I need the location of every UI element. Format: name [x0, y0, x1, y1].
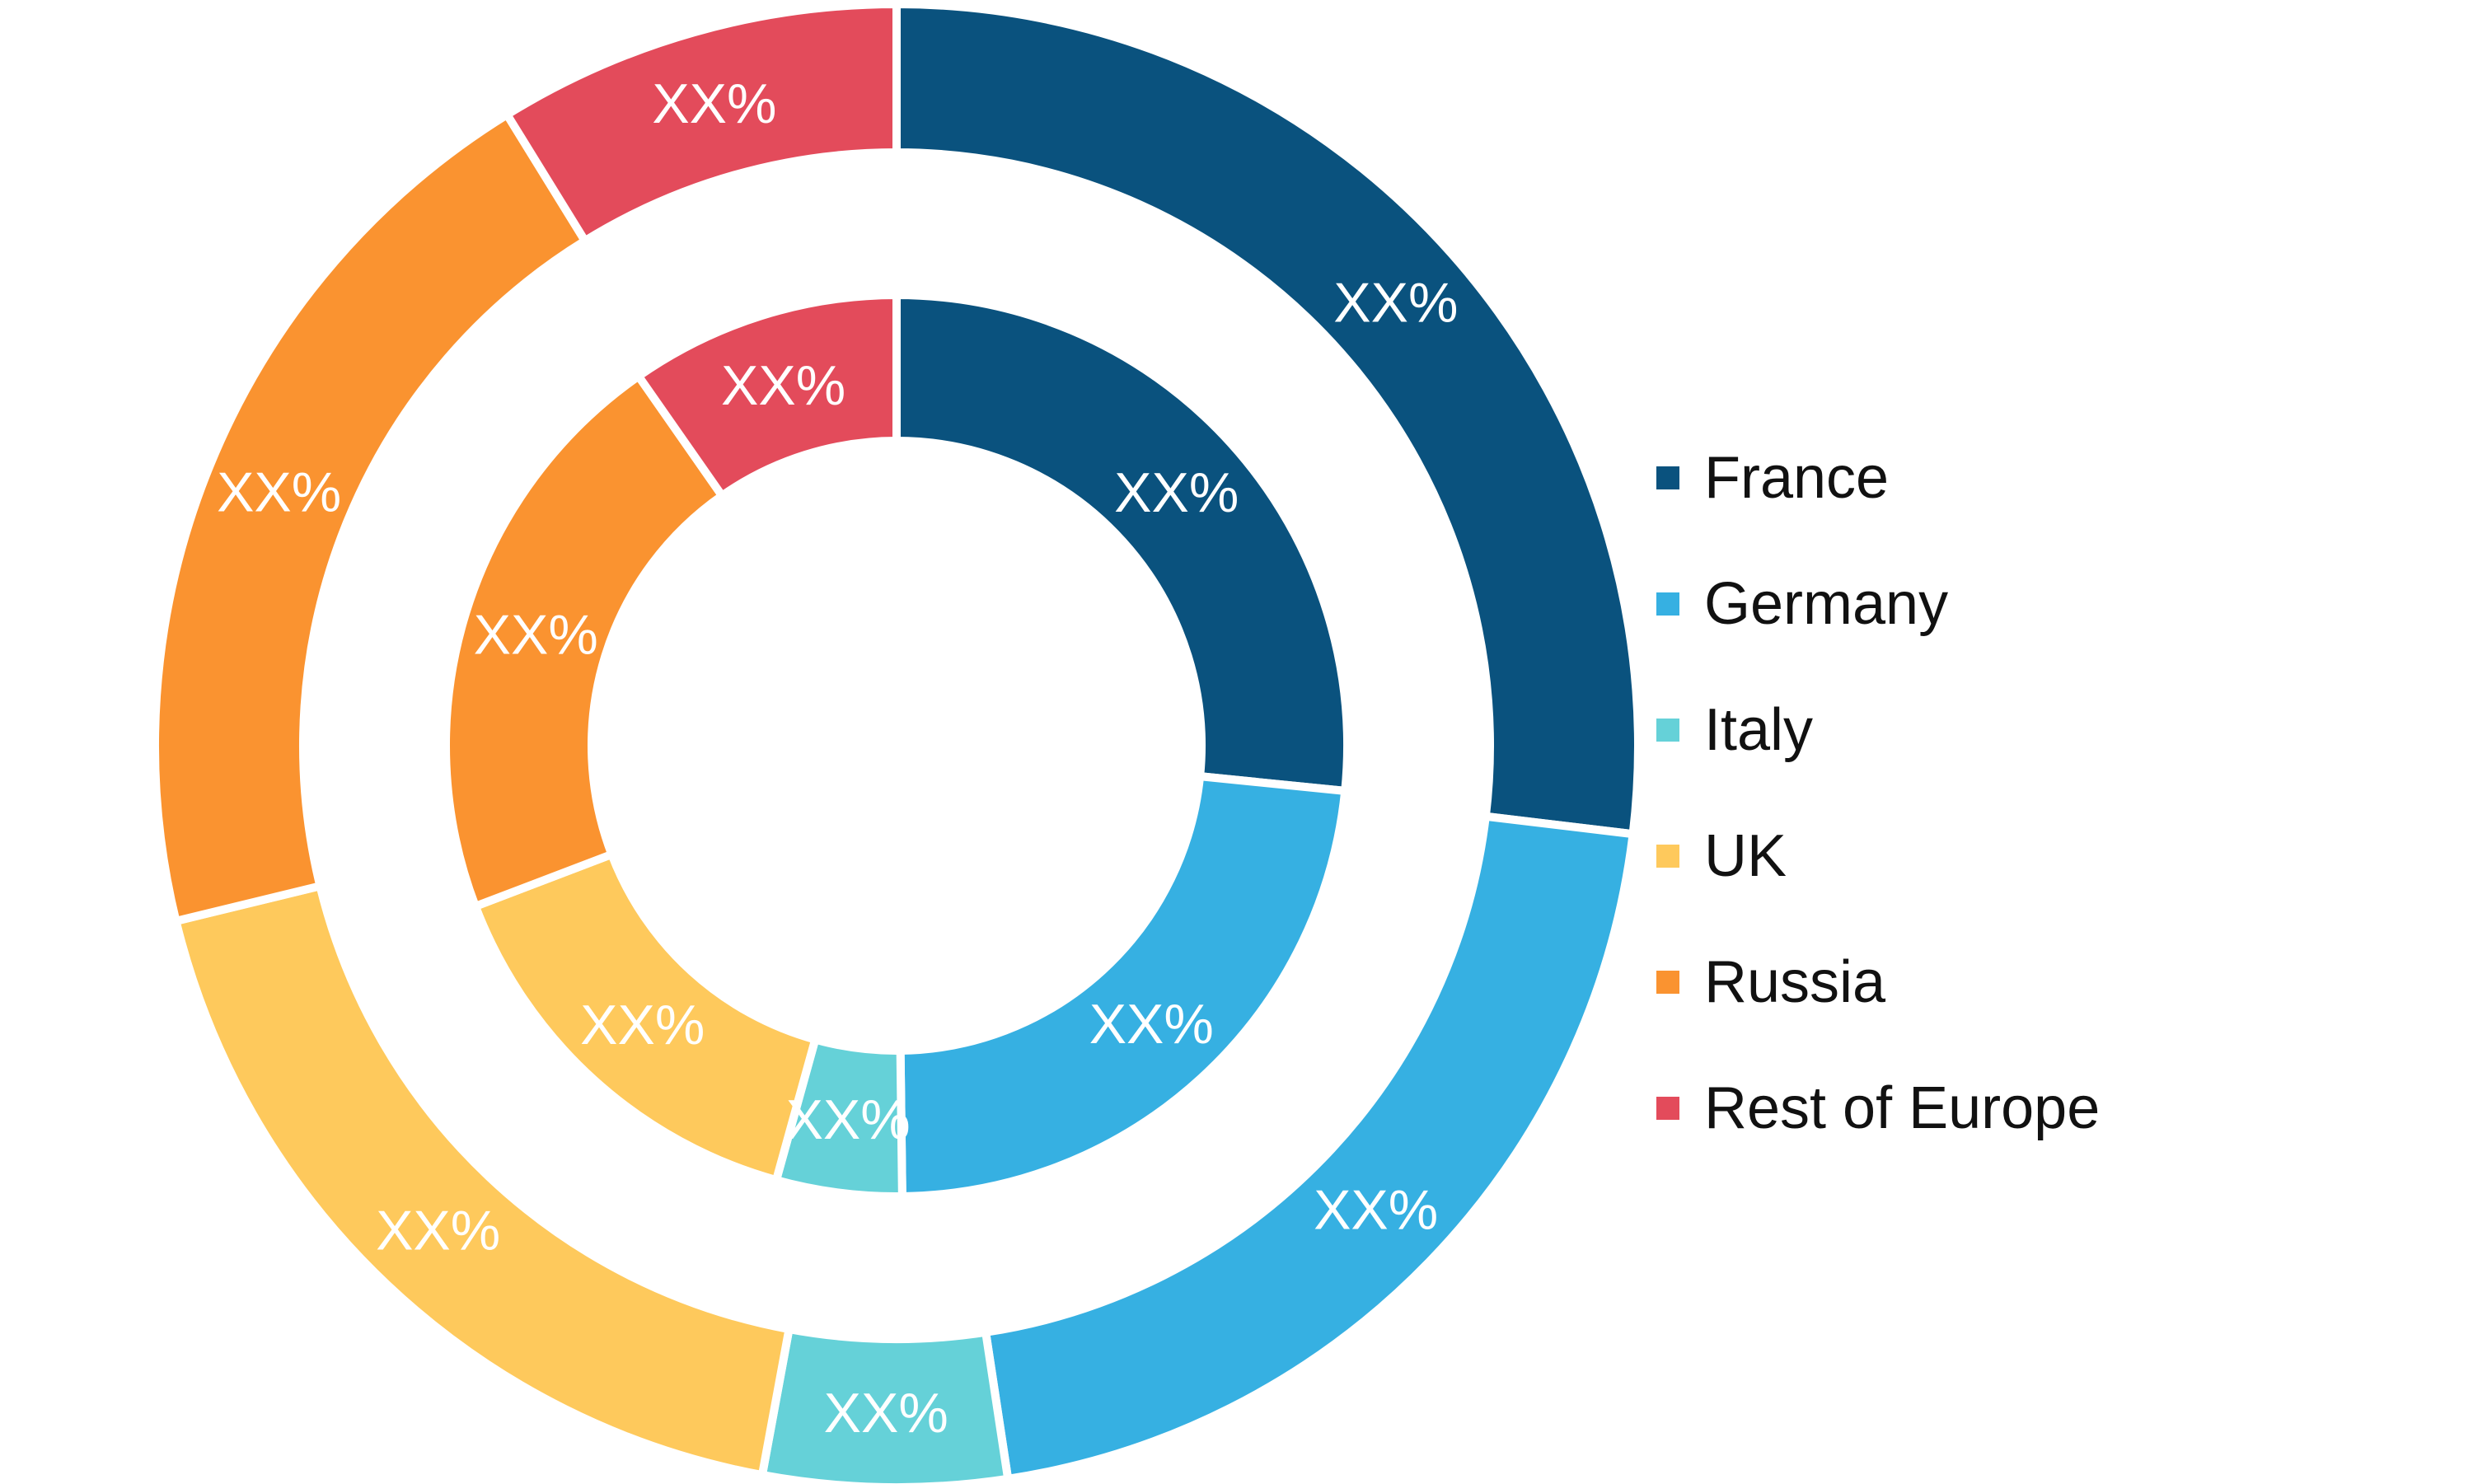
legend-item-rest-of-europe: Rest of Europe — [1656, 1067, 2100, 1149]
inner-label-rest-of-europe: XX% — [721, 354, 845, 417]
outer-label-russia: XX% — [217, 461, 341, 523]
legend-label-russia: Russia — [1704, 949, 1886, 1015]
legend-swatch-germany — [1656, 592, 1679, 616]
inner-label-uk: XX% — [580, 994, 705, 1056]
outer-label-germany: XX% — [1314, 1179, 1438, 1242]
legend-item-uk: UK — [1656, 815, 1787, 897]
inner-slice-russia — [442, 370, 728, 912]
legend-label-germany: Germany — [1704, 571, 1949, 637]
inner-ring — [442, 290, 1351, 1201]
legend-swatch-france — [1656, 466, 1679, 489]
legend-label-france: France — [1704, 445, 1890, 511]
outer-slice-rest-of-europe — [501, 0, 901, 247]
legend-label-rest-of-europe: Rest of Europe — [1704, 1075, 2101, 1141]
legend-label-uk: UK — [1704, 823, 1787, 889]
outer-ring — [151, 0, 1642, 1484]
slice-labels: XX% XX% XX% XX% XX% XX% XX% XX% XX% XX% XX% XX% — [217, 73, 1458, 1444]
outer-slice-germany — [981, 812, 1638, 1484]
outer-slice-france — [892, 0, 1642, 839]
legend-item-germany: Germany — [1656, 563, 1948, 645]
legend-swatch-russia — [1656, 971, 1679, 994]
legend-item-russia: Russia — [1656, 941, 1885, 1023]
legend-swatch-italy — [1656, 719, 1679, 742]
outer-slice-russia — [151, 109, 591, 926]
inner-label-russia: XX% — [474, 603, 598, 666]
inner-label-germany: XX% — [1089, 993, 1214, 1056]
outer-label-italy: XX% — [824, 1382, 948, 1444]
outer-label-rest-of-europe: XX% — [652, 73, 776, 135]
inner-slice-germany — [896, 771, 1350, 1201]
legend-swatch-uk — [1656, 845, 1679, 868]
inner-label-france: XX% — [1114, 461, 1239, 524]
inner-slice-france — [892, 290, 1351, 796]
outer-label-uk: XX% — [376, 1200, 500, 1262]
legend-item-france: France — [1656, 437, 1889, 519]
legend-label-italy: Italy — [1704, 697, 1814, 763]
inner-slice-rest-of-europe — [632, 290, 901, 502]
legend-item-italy: Italy — [1656, 689, 1813, 771]
inner-slice-uk — [470, 849, 821, 1186]
inner-label-italy: XX% — [786, 1088, 911, 1151]
legend-swatch-rest-of-europe — [1656, 1097, 1679, 1120]
outer-label-france: XX% — [1333, 271, 1458, 334]
